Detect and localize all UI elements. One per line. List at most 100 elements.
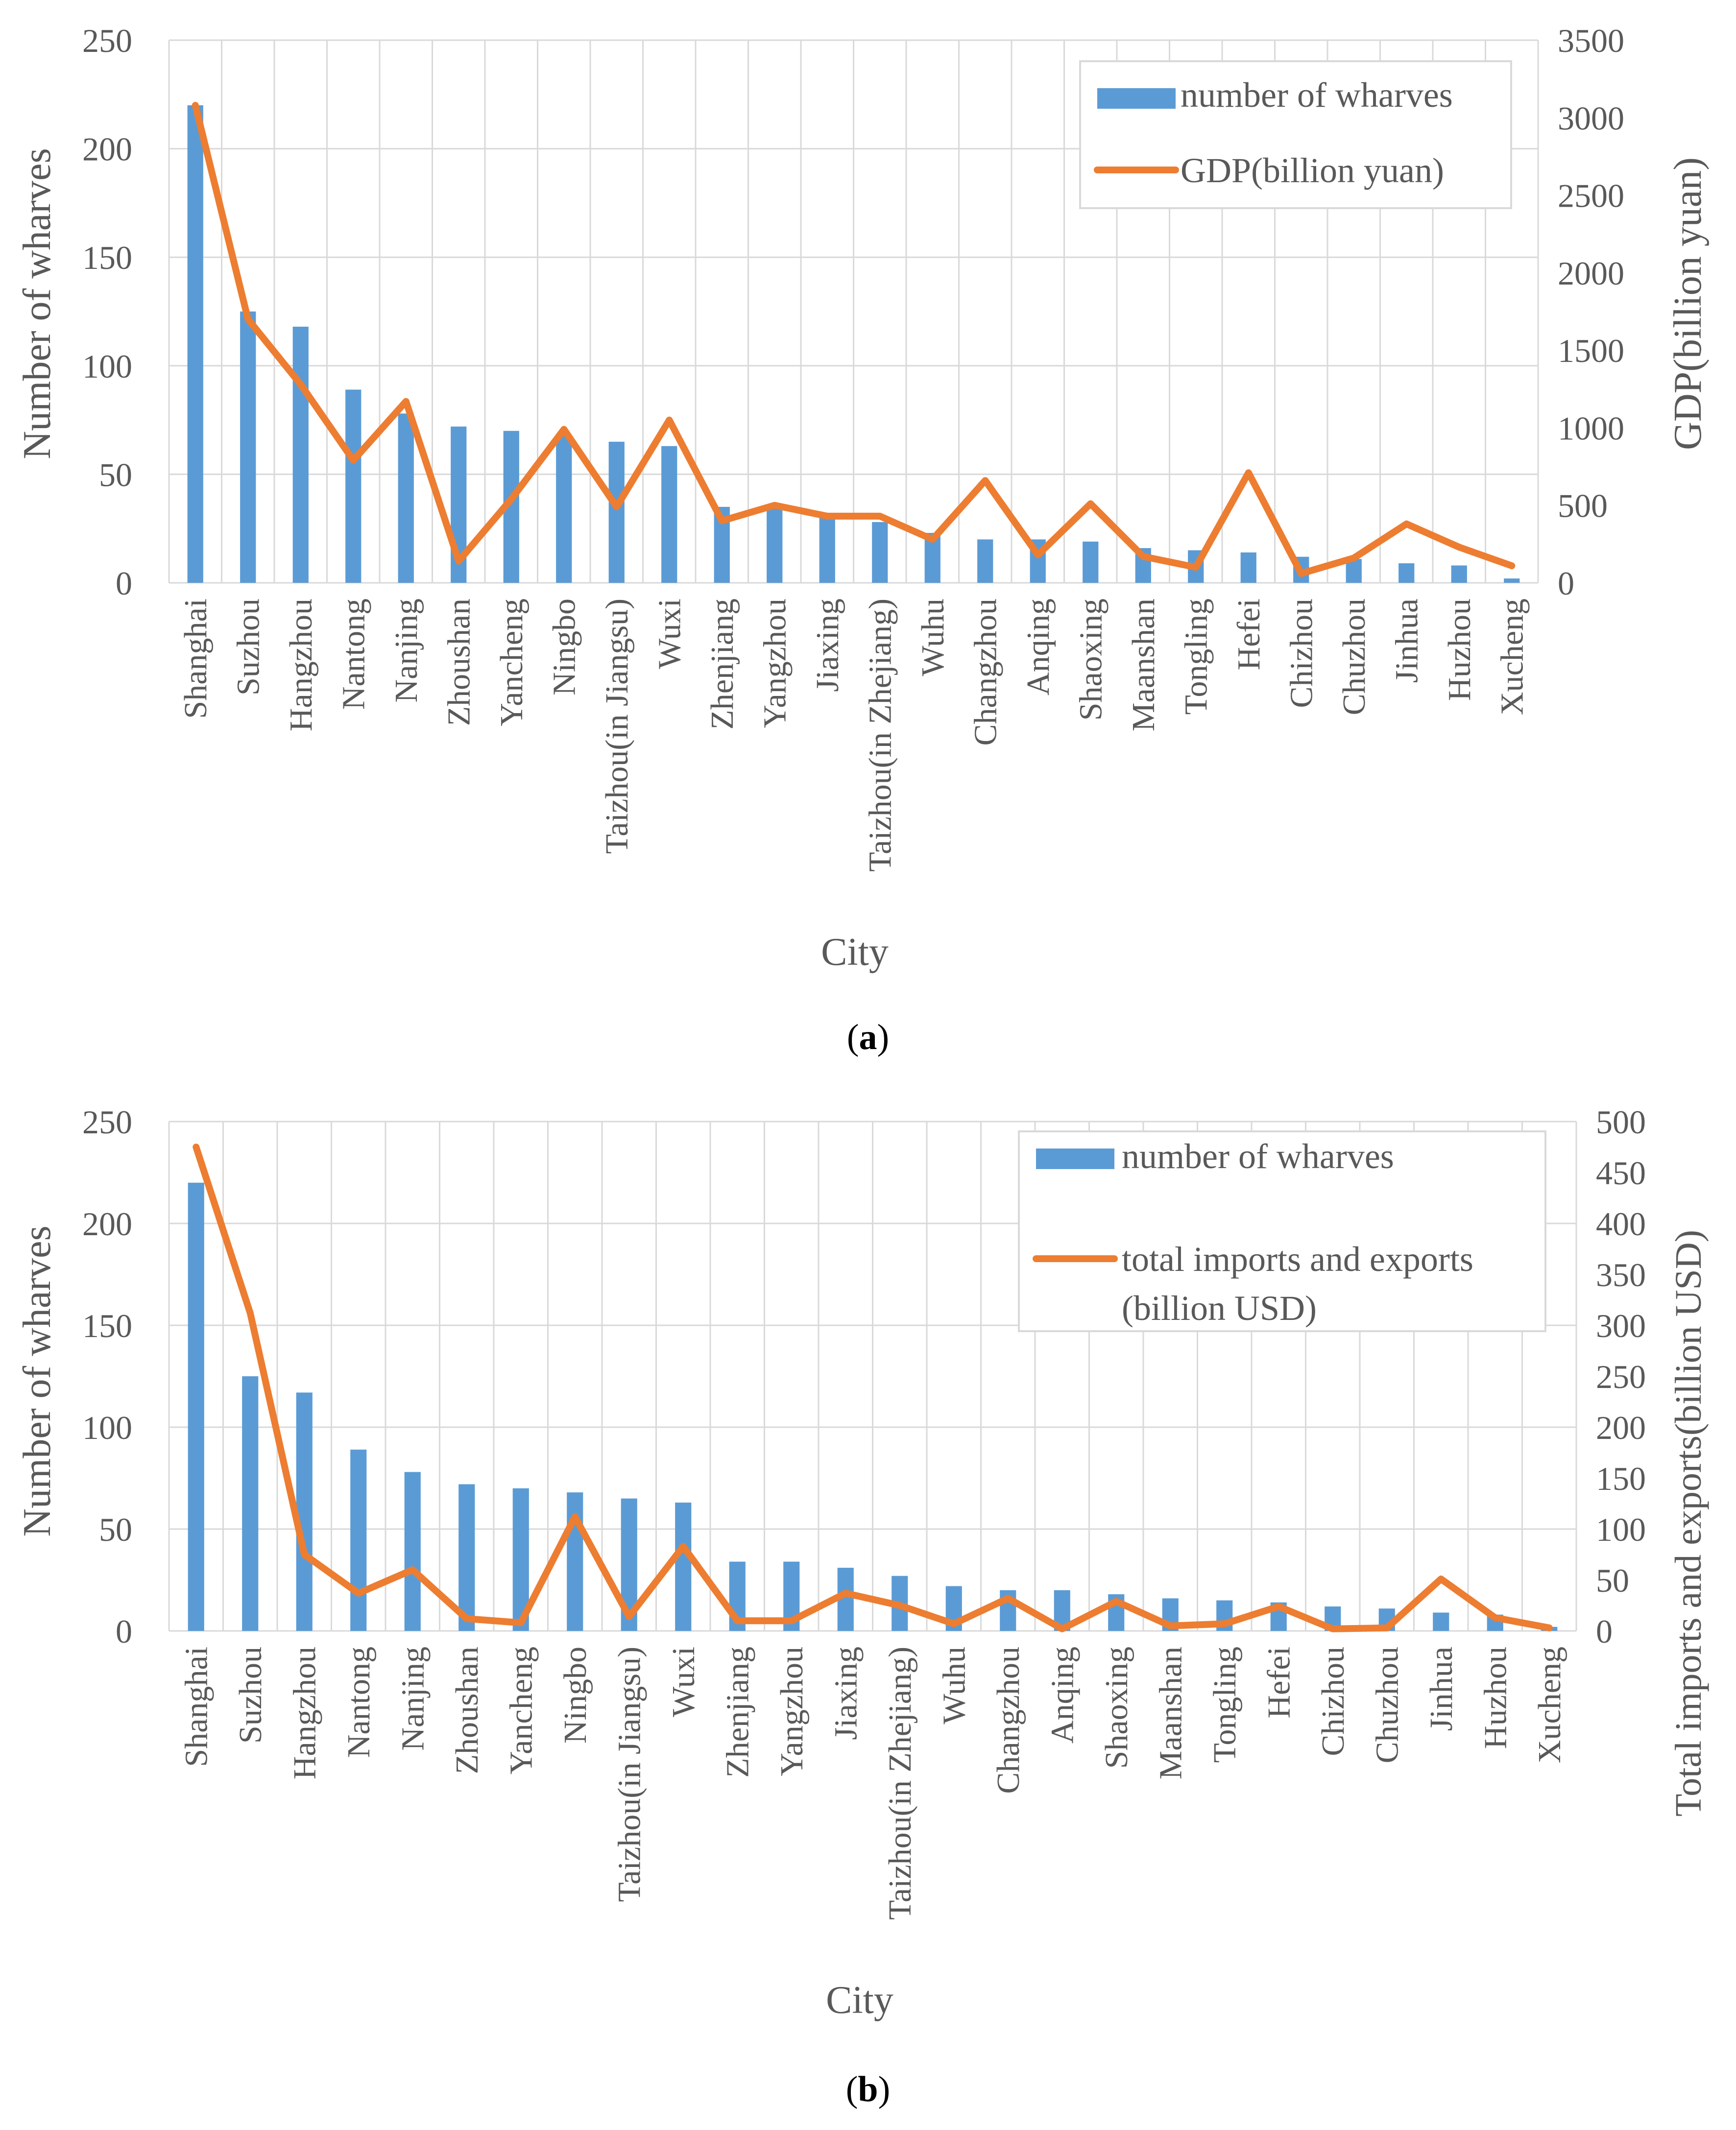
chart-b-y2tick-label: 0 [1596, 1613, 1613, 1650]
chart-b-ytick-label: 50 [99, 1511, 132, 1548]
chart-a-ytick-label: 100 [82, 348, 132, 385]
chart-b-legend-bar-swatch [1036, 1149, 1114, 1169]
chart-a-xtick-label: Wuxi [651, 598, 687, 669]
chart-b-xtick-label: Zhoushan [449, 1647, 485, 1774]
chart-b-y2tick-label: 200 [1596, 1409, 1646, 1446]
chart-b-ytick-label: 0 [116, 1613, 132, 1650]
chart-a-bar [398, 413, 414, 583]
chart-a-bars [187, 105, 1520, 583]
chart-b-xtick-label: Hefei [1261, 1647, 1297, 1719]
chart-b-y2tick-label: 50 [1596, 1562, 1629, 1599]
chart-b-xtick-label: Zhenjiang [720, 1647, 755, 1778]
chart-b-xtick-label: Shaoxing [1099, 1647, 1134, 1769]
chart-b-xtick-label: Ningbo [557, 1647, 593, 1744]
chart-b-legend: number of wharves total imports and expo… [1018, 1130, 1546, 1332]
chart-a-y2tick-label: 2500 [1558, 177, 1624, 215]
chart-a-xtick-label: Taizhou(in Jiangsu) [599, 598, 635, 854]
chart-b-xtick-label: Chizhou [1315, 1647, 1351, 1756]
chart-a-xtick-label: Nanjing [388, 598, 424, 703]
chart-a-ytick-label: 50 [99, 456, 132, 493]
chart-a-xtick-label: Changzhou [967, 598, 1003, 746]
chart-b-bar [404, 1472, 421, 1631]
chart-b-y2label: Total imports and exports(billion USD) [1668, 1230, 1709, 1817]
chart-b-xtick-label: Huzhou [1477, 1647, 1513, 1749]
chart-b-legend-line-label-2: (billion USD) [1122, 1289, 1317, 1328]
chart-a: 0 50 100 150 200 250 0 500 1000 1500 2000 2500 3000… [16, 22, 1710, 1057]
chart-a-legend-line-label: GDP(billion yuan) [1181, 151, 1444, 190]
chart-a-xtick-label: Ningbo [546, 598, 582, 695]
chart-a-xtick-label: Zhoushan [441, 598, 477, 726]
chart-b-bar [242, 1376, 259, 1631]
chart-a-left-axis-ticks: 0 50 100 150 200 250 [82, 22, 132, 602]
chart-b-xtick-label: Nanjing [395, 1647, 431, 1751]
chart-a-xtick-label: Taizhou(in Zhejiang) [862, 598, 898, 872]
chart-a-panel-label: (a) [847, 1017, 889, 1057]
chart-b-xlabel: City [826, 1979, 893, 2022]
chart-b-y2tick-label: 350 [1596, 1256, 1646, 1293]
chart-a-xtick-label: Zhenjiang [704, 598, 740, 730]
chart-b-xtick-label: Taizhou(in Zhejiang) [882, 1647, 918, 1920]
chart-a-bar [187, 105, 203, 583]
chart-b-xtick-label: Maanshan [1153, 1647, 1188, 1779]
chart-a-bar [1451, 565, 1467, 583]
chart-a-y2tick-label: 500 [1558, 487, 1608, 525]
chart-a-bar [1398, 563, 1415, 583]
chart-a-xlabel: City [821, 931, 889, 974]
chart-b-xtick-label: Yangzhou [774, 1647, 810, 1776]
chart-b-xtick-label: Wuhu [936, 1647, 972, 1724]
chart-a-bar [977, 539, 993, 583]
chart-b-y2tick-label: 450 [1596, 1154, 1646, 1192]
chart-a-right-axis-ticks: 0 500 1000 1500 2000 2500 3000 3500 [1558, 22, 1624, 602]
chart-a-xtick-label: Maanshan [1126, 598, 1161, 731]
chart-b-y2tick-label: 400 [1596, 1205, 1646, 1243]
chart-b-xtick-label: Yancheng [503, 1647, 539, 1774]
chart-a-ytick-label: 200 [82, 131, 132, 168]
chart-b-y2tick-label: 500 [1596, 1103, 1646, 1141]
chart-a-xtick-label: Chuzhou [1336, 598, 1372, 715]
chart-a-y2tick-label: 2000 [1558, 255, 1624, 292]
chart-a-xtick-label: Suzhou [230, 598, 266, 695]
chart-b-legend-line-label-1: total imports and exports [1122, 1240, 1473, 1279]
chart-a-xtick-label: Chizhou [1283, 598, 1319, 708]
chart-a-xtick-label: Jinhua [1389, 598, 1424, 683]
chart-a-bar [556, 435, 572, 583]
chart-a-panel-letter: a [859, 1017, 877, 1057]
chart-a-gdp-line [192, 102, 1516, 577]
chart-a-xtick-label: Yancheng [494, 598, 530, 726]
chart-b-y2tick-label: 150 [1596, 1460, 1646, 1497]
chart-b-x-axis-ticks: Shanghai Suzhou Hangzhou Nantong Nanjing Zhou… [178, 1647, 1567, 1920]
chart-a-xtick-label: Jiaxing [810, 598, 845, 692]
chart-b-bar [458, 1484, 475, 1631]
chart-b-ytick-label: 150 [82, 1307, 132, 1344]
chart-a-bar [1240, 552, 1256, 583]
chart-a-xtick-label: Shanghai [178, 598, 214, 719]
chart-a-x-axis-ticks: Shanghai Suzhou Hangzhou Nantong Nanjing Zhou… [178, 598, 1530, 872]
chart-b-y2tick-label: 100 [1596, 1511, 1646, 1548]
chart-a-xtick-label: Tongling [1178, 598, 1214, 715]
chart-a-xtick-label: Huzhou [1442, 598, 1477, 701]
chart-b-xtick-label: Wuxi [666, 1647, 701, 1717]
chart-a-bar [819, 515, 835, 583]
chart-a-xtick-label: Hangzhou [283, 598, 319, 731]
chart-b-bar [350, 1449, 367, 1631]
chart-a-bar [767, 506, 783, 583]
chart-b-xtick-label: Xucheng [1532, 1647, 1567, 1763]
chart-b-left-axis-ticks: 0 50 100 150 200 250 [82, 1103, 132, 1650]
chart-b-ytick-label: 100 [82, 1409, 132, 1446]
chart-b-panel-letter: b [858, 2069, 878, 2109]
chart-b-xtick-label: Jiaxing [828, 1647, 864, 1740]
chart-a-legend: number of wharves GDP(billion yuan) [1079, 60, 1512, 209]
chart-a-y2label: GDP(billion yuan) [1666, 157, 1710, 450]
chart-a-ytick-label: 0 [116, 565, 132, 602]
chart-b-xtick-label: Chuzhou [1369, 1647, 1405, 1763]
chart-b-xtick-label: Hangzhou [287, 1647, 322, 1779]
chart-a-ytick-label: 150 [82, 239, 132, 276]
chart-a-xtick-label: Anqing [1020, 598, 1056, 695]
chart-b-bar [567, 1492, 583, 1631]
chart-b-bars [188, 1182, 1558, 1631]
chart-b-bar [188, 1182, 204, 1631]
chart-b-ytick-label: 200 [82, 1205, 132, 1243]
chart-a-xtick-label: Yangzhou [757, 598, 793, 728]
chart-a-bar [240, 311, 256, 583]
